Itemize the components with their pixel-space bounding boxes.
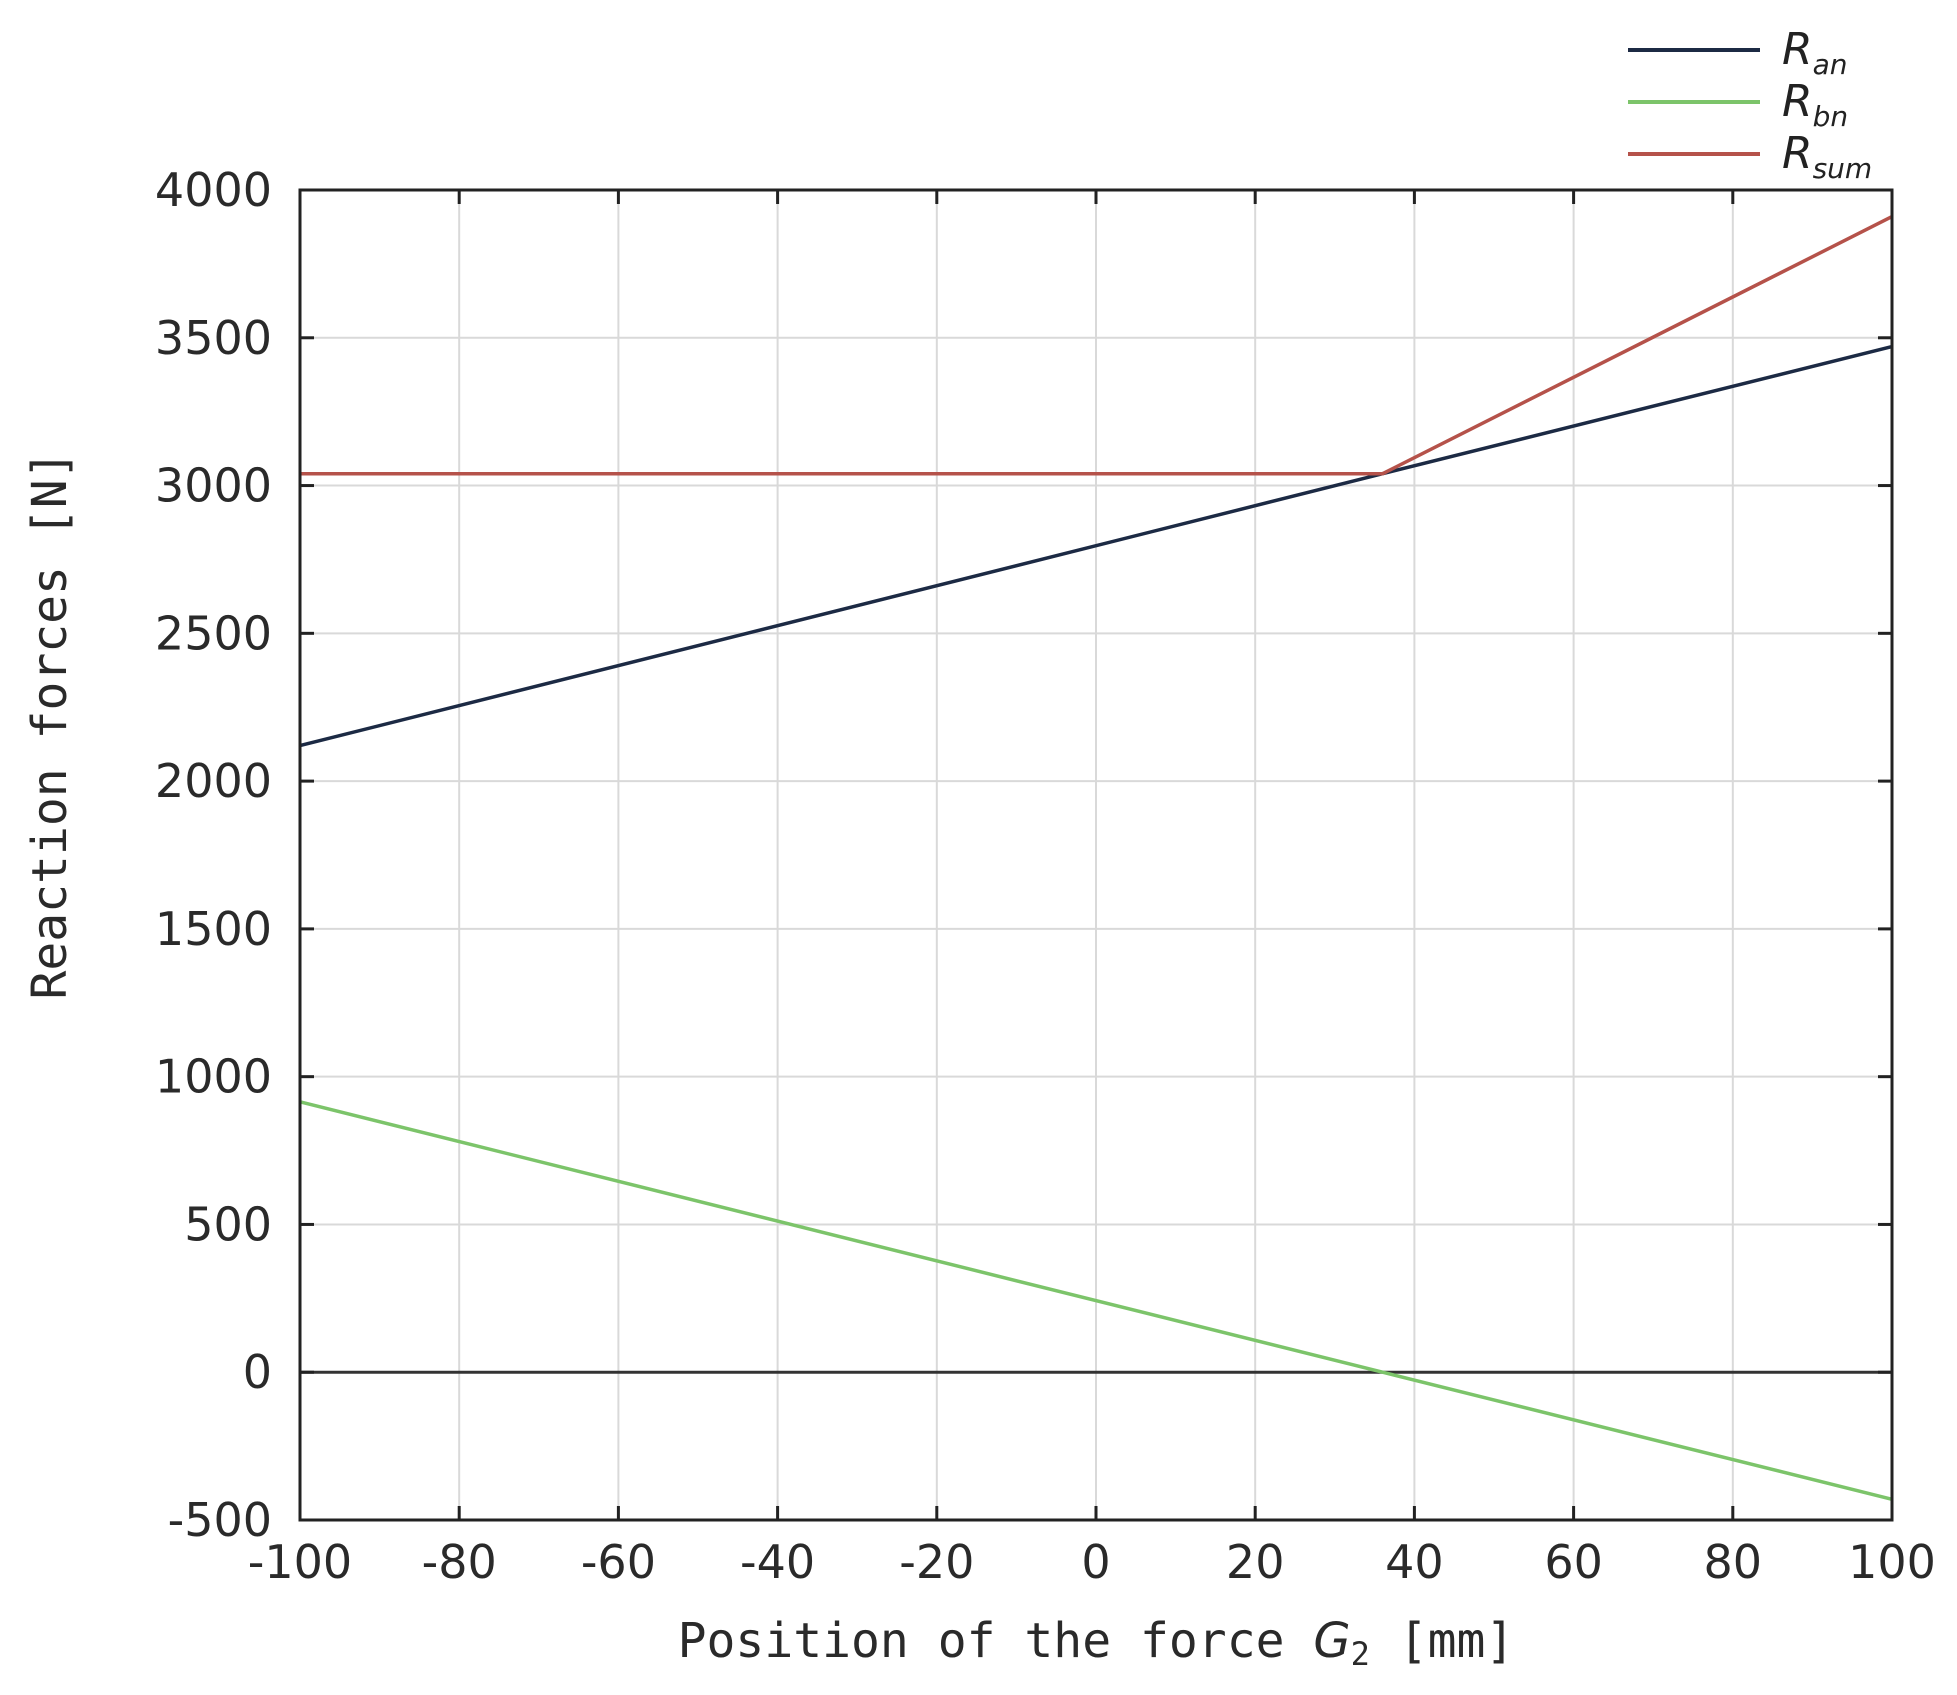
y-tick-label: 3500 [155,311,272,365]
x-tick-label: -60 [581,1535,656,1589]
y-axis-title: Reaction forces [N] [22,450,78,999]
series-line-sum [300,215,1893,476]
y-tick-label: 2500 [155,606,272,660]
y-tick-label: 4000 [155,163,272,217]
legend-label-an: Ran [1782,24,1847,81]
y-tick-labels: -500 0 500 1000 1500 2000 2500 3000 3500 4000 [155,163,272,1547]
x-tick-label: -40 [740,1535,815,1589]
x-tick-label: 20 [1226,1535,1285,1589]
grid [299,189,1893,1521]
x-tick-labels: -100 -80 -60 -40 -20 0 20 40 60 80 100 [248,1535,1936,1589]
series-line-bn [299,1100,1893,1501]
x-tick-label: -20 [899,1535,974,1589]
x-tick-label: 80 [1704,1535,1763,1589]
y-tick-label: -500 [168,1493,272,1547]
x-axis-title-main: Position of the force [678,1613,1314,1669]
legend-label-sum: Rsum [1782,128,1872,185]
y-tick-label: 3000 [155,459,272,513]
y-tick-label: 500 [184,1197,272,1251]
y-tick-label: 1000 [155,1050,272,1104]
x-tick-label: 100 [1848,1535,1936,1589]
x-tick-label: 40 [1385,1535,1444,1589]
x-tick-label: 0 [1081,1535,1110,1589]
y-tick-label: 2000 [155,754,272,808]
x-tick-label: -80 [422,1535,497,1589]
legend-label-bn: Rbn [1782,76,1848,133]
x-tick-label: -100 [248,1535,352,1589]
x-tick-label: 60 [1544,1535,1603,1589]
y-tick-label: 0 [243,1345,272,1399]
x-axis-title-subscript: 2 [1351,1635,1370,1673]
series-layer [299,215,1893,1501]
x-axis-title-unit: [mm] [1370,1613,1515,1669]
ticks [298,188,1894,1522]
x-axis-title: Position of the force G2 [mm] [678,1613,1515,1673]
y-tick-label: 1500 [155,902,272,956]
x-axis-title-symbol: G [1313,1613,1350,1669]
